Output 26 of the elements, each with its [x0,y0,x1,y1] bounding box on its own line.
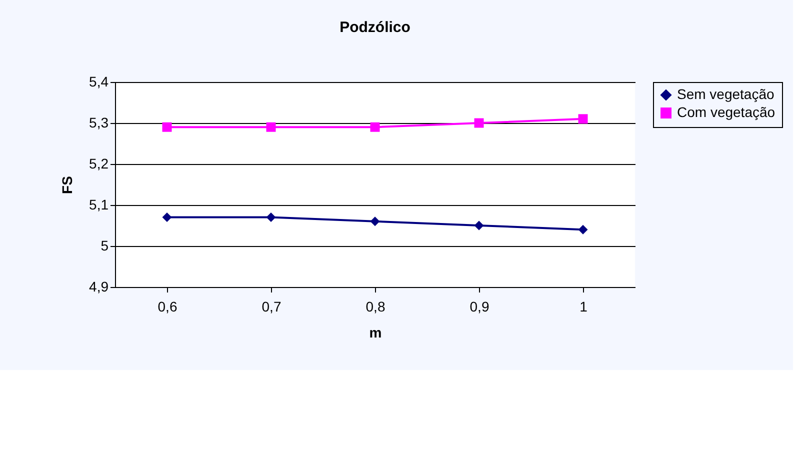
legend-label: Com vegetação [677,104,776,120]
y-tick-label: 5,4 [89,74,109,90]
point [370,122,380,132]
x-tick-label: 0,6 [158,298,178,314]
y-tick-label: 5,1 [89,196,109,212]
y-tick-label: 4,9 [89,278,109,294]
y-axis-title: FS [59,176,76,194]
point [578,224,588,234]
x-tick-label: 0,7 [262,298,282,314]
point [266,122,276,132]
chart-title: Podzólico [340,19,410,36]
point [474,118,484,128]
y-tick-label: 5,3 [89,114,109,130]
legend-label: Sem vegetação [677,86,774,102]
point [474,220,484,230]
point [162,212,172,222]
point [266,212,276,222]
x-tick-label: 1 [580,298,588,314]
y-tick-label: 5,2 [89,156,109,172]
y-tick-label: 5 [100,238,109,254]
x-tick-label: 0,8 [366,298,386,314]
x-tick-label: 0,9 [470,298,490,314]
point [370,216,380,226]
point [162,122,172,132]
x-axis-title: m [369,324,382,340]
point [578,114,588,124]
